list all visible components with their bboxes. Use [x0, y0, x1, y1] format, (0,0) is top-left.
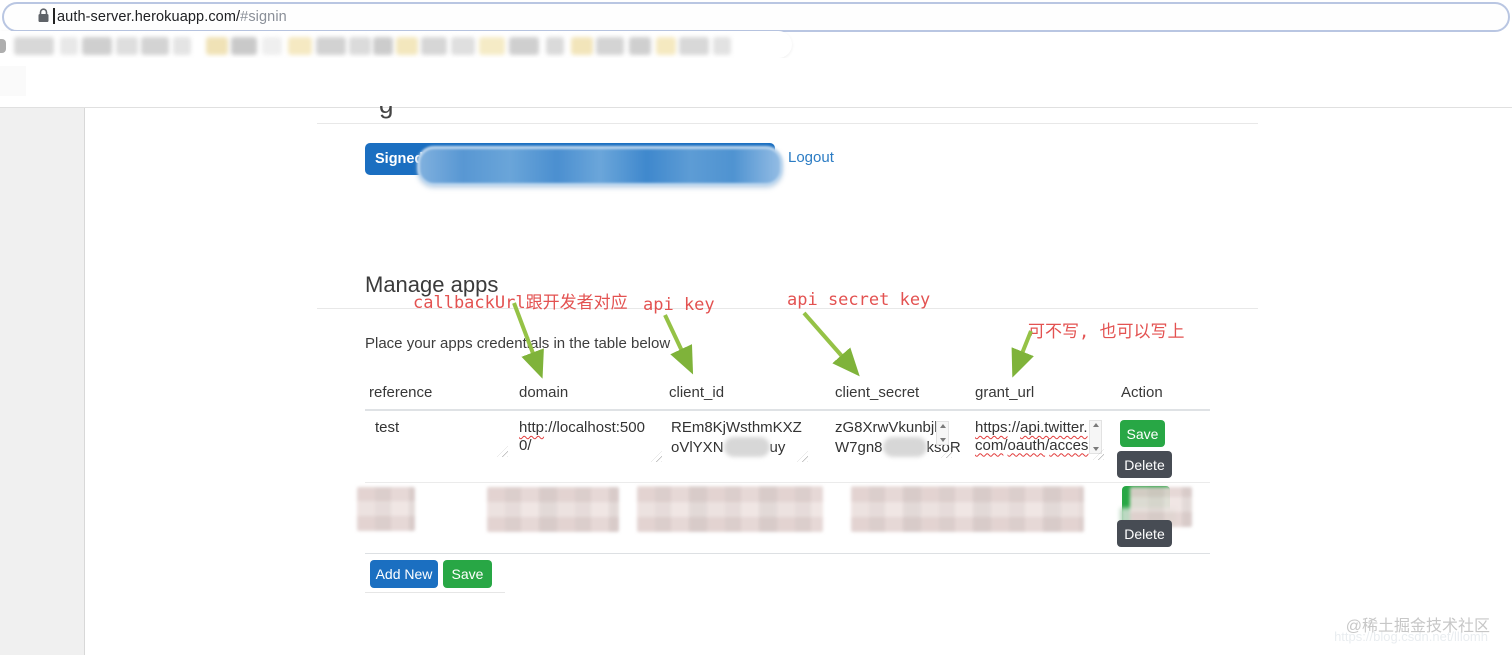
- bookmark-item[interactable]: [14, 37, 54, 55]
- resize-handle[interactable]: [651, 451, 662, 462]
- bookmark-item[interactable]: [571, 37, 593, 55]
- watermark-community: @稀土掘金技术社区: [1345, 618, 1490, 635]
- redacted-cell: [851, 486, 1084, 532]
- bookmark-item[interactable]: [596, 37, 624, 55]
- cell-domain-textarea[interactable]: http://localhost:500 0/: [519, 419, 645, 454]
- page-title: Manage apps: [365, 272, 499, 297]
- scroll-up-icon[interactable]: [1092, 423, 1099, 427]
- annotation-grant-url: 可不写, 也可以写上: [1028, 322, 1185, 342]
- resize-handle[interactable]: [941, 447, 952, 458]
- col-header-client-id: client_id: [669, 384, 725, 401]
- decorative-square: [0, 66, 26, 96]
- bookmark-item[interactable]: [421, 37, 447, 55]
- annotation-callback: callbackUrl跟开发者对应: [413, 293, 628, 313]
- bookmark-item[interactable]: [116, 37, 138, 55]
- cell-client-id-textarea[interactable]: REm8KjWsthmKXZ oVlYXN uy: [671, 419, 802, 457]
- col-header-action: Action: [1121, 384, 1163, 401]
- cell-client-secret-textarea[interactable]: zG8XrwVkunbjl W7gn8 ksoR: [835, 419, 961, 457]
- page-subtitle: Place your apps credentials in the table…: [365, 335, 671, 352]
- lock-icon[interactable]: [37, 8, 50, 29]
- bookmark-item[interactable]: [173, 37, 191, 55]
- url-fragment: #signin: [240, 9, 287, 25]
- table-header-divider: [365, 409, 1210, 411]
- cell-grant-url-textarea[interactable]: https://api.twitter. com/oauth/acces: [975, 419, 1089, 454]
- scroll-up-icon[interactable]: [939, 424, 946, 428]
- bookmark-item[interactable]: [546, 37, 564, 55]
- col-header-domain: domain: [519, 384, 569, 401]
- row-divider: [365, 482, 1210, 483]
- add-new-button[interactable]: Add New: [370, 560, 438, 588]
- col-header-reference: reference: [369, 384, 433, 401]
- header-divider: [0, 107, 1512, 108]
- bookmark-item[interactable]: [262, 37, 282, 55]
- bookmark-item[interactable]: [396, 37, 418, 55]
- col-header-client-secret: client_secret: [835, 384, 920, 401]
- redaction-blob: [882, 436, 927, 457]
- form-divider: [365, 592, 505, 593]
- watermark-url: https://blog.csdn.net/lllomh: [1334, 629, 1488, 644]
- bookmark-item[interactable]: [713, 37, 731, 55]
- scroll-down-icon[interactable]: [1092, 447, 1099, 451]
- bookmark-item[interactable]: [316, 37, 346, 55]
- redacted-cell: [357, 487, 415, 531]
- divider: [317, 123, 1258, 124]
- col-header-grant-url: grant_url: [975, 384, 1035, 401]
- table-bottom-divider: [365, 553, 1210, 554]
- annotation-api-key: api key: [643, 295, 715, 315]
- logout-link[interactable]: Logout: [788, 149, 834, 166]
- bookmark-item[interactable]: [509, 37, 539, 55]
- page-header-band: [0, 58, 1512, 107]
- redacted-cell: [637, 486, 823, 532]
- bookmarks-bar: [0, 31, 792, 58]
- delete-row-button[interactable]: Delete: [1117, 451, 1172, 478]
- redacted-cell: [487, 487, 619, 532]
- text-cursor: [53, 8, 55, 24]
- bookmark-item[interactable]: [288, 37, 312, 55]
- bookmark-item[interactable]: [629, 37, 651, 55]
- annotation-api-secret: api secret key: [787, 290, 931, 310]
- bookmark-item[interactable]: [373, 37, 393, 55]
- url-text[interactable]: auth-server.herokuapp.com/#signin: [57, 9, 287, 25]
- redaction-pill: [417, 146, 783, 186]
- bookmark-item[interactable]: [479, 37, 505, 55]
- resize-handle[interactable]: [497, 446, 508, 457]
- bookmark-item[interactable]: [141, 37, 169, 55]
- divider: [317, 308, 1258, 309]
- bookmark-item[interactable]: [82, 37, 112, 55]
- save-row-button[interactable]: Save: [1120, 420, 1165, 447]
- bookmark-item[interactable]: [451, 37, 475, 55]
- scrollbar[interactable]: [1089, 420, 1102, 454]
- scrollbar[interactable]: [936, 421, 949, 445]
- bookmark-item[interactable]: [656, 37, 676, 55]
- cut-off-icon: [0, 39, 6, 53]
- bookmark-item[interactable]: [206, 37, 228, 55]
- bookmark-item[interactable]: [349, 37, 371, 55]
- resize-handle[interactable]: [1093, 449, 1104, 460]
- bookmark-item[interactable]: [231, 37, 257, 55]
- left-sidebar: [0, 108, 85, 655]
- save-all-button[interactable]: Save: [443, 560, 492, 588]
- bookmark-item[interactable]: [60, 37, 78, 55]
- resize-handle[interactable]: [797, 451, 808, 462]
- scroll-down-icon[interactable]: [939, 438, 946, 442]
- delete-row-button[interactable]: Delete: [1117, 520, 1172, 547]
- bookmark-item[interactable]: [679, 37, 709, 55]
- clipped-heading: g: [379, 106, 397, 123]
- redaction-blob: [723, 436, 770, 457]
- cell-reference-textarea[interactable]: test: [375, 419, 400, 436]
